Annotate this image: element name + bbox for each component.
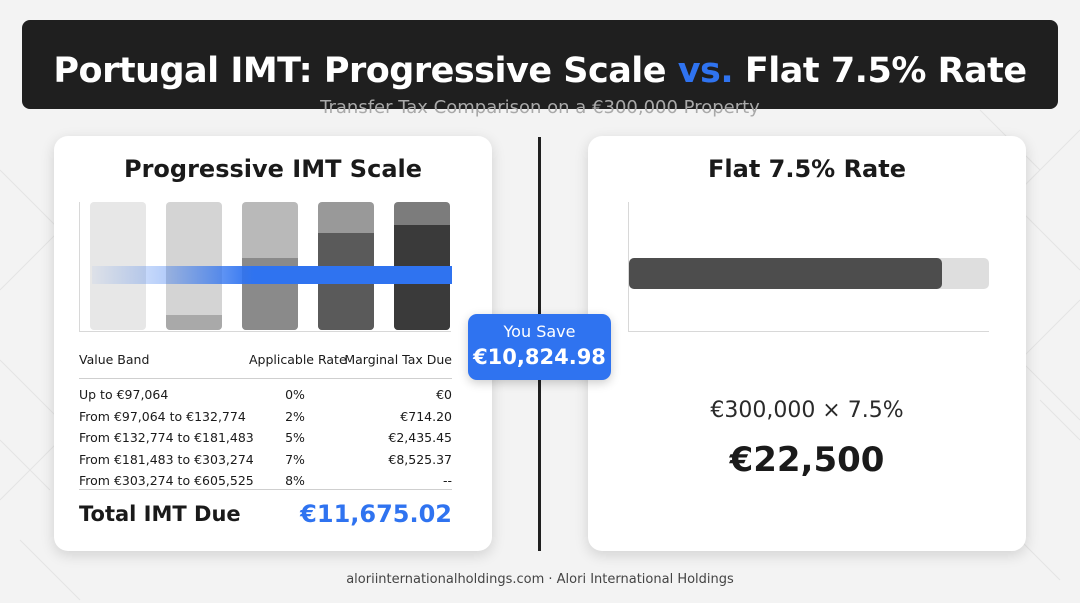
total-label: Total IMT Due	[79, 502, 241, 526]
flat-bar-track	[629, 258, 989, 289]
table-row: From €303,274 to €605,525 8% --	[79, 470, 452, 492]
cell-tax: --	[442, 473, 452, 489]
cell-rate: 2%	[285, 408, 305, 424]
table-row: From €181,483 to €303,274 7% €8,525.37	[79, 449, 452, 471]
cell-band: From €303,274 to €605,525	[79, 473, 254, 489]
cell-tax: €2,435.45	[388, 430, 452, 446]
cell-band: From €181,483 to €303,274	[79, 451, 254, 467]
imt-table: Value Band Applicable Rate Marginal Tax …	[79, 352, 452, 492]
cell-rate: 0%	[285, 387, 305, 403]
cell-band: From €132,774 to €181,483	[79, 430, 254, 446]
cell-tax: €8,525.37	[388, 451, 452, 467]
title-accent: vs.	[677, 51, 734, 91]
cell-band: From €97,064 to €132,774	[79, 408, 246, 424]
flat-formula: €300,000 × 7.5%	[710, 398, 904, 423]
property-value-marker	[92, 266, 452, 284]
flat-bar-fill	[629, 258, 943, 289]
progressive-card-title: Progressive IMT Scale	[123, 155, 423, 183]
table-row: From €97,064 to €132,774 2% €714.20	[79, 406, 452, 428]
title-part-1: Portugal IMT: Progressive Scale	[53, 51, 667, 91]
cell-rate: 5%	[285, 430, 305, 446]
header-tax-due: Marginal Tax Due	[344, 352, 452, 367]
flat-rate-card: Flat 7.5% Rate €300,000 × 7.5% €22,500	[588, 136, 1026, 551]
title-part-2: Flat 7.5% Rate	[744, 51, 1027, 91]
header-banner: Portugal IMT: Progressive Scale vs. Flat…	[22, 20, 1058, 118]
cell-tax: €714.20	[400, 408, 452, 424]
flat-bar-area	[628, 202, 989, 332]
total-divider	[79, 489, 452, 490]
flat-card-title: Flat 7.5% Rate	[708, 155, 906, 183]
header-value-band: Value Band	[79, 352, 150, 367]
cell-tax: €0	[436, 387, 452, 403]
header-rate: Applicable Rate	[249, 352, 347, 367]
table-row: Up to €97,064 0% €0	[79, 384, 452, 406]
savings-value: €10,824.98	[473, 345, 606, 369]
band-bar-fill	[166, 314, 222, 330]
savings-badge: You Save €10,824.98	[468, 314, 611, 380]
page-title: Portugal IMT: Progressive Scale vs. Flat…	[22, 48, 1058, 94]
footer-credit: aloriinternationalholdings.com · Alori I…	[346, 572, 734, 587]
table-row: From €132,774 to €181,483 5% €2,435.45	[79, 427, 452, 449]
table-header: Value Band Applicable Rate Marginal Tax …	[79, 352, 452, 379]
savings-label: You Save	[503, 322, 576, 341]
progressive-card: Progressive IMT Scale Value Band Applica…	[54, 136, 492, 551]
flat-result: €22,500	[729, 440, 885, 480]
cell-rate: 7%	[285, 451, 305, 467]
page-subtitle: Transfer Tax Comparison on a €300,000 Pr…	[320, 97, 760, 118]
cell-band: Up to €97,064	[79, 387, 169, 403]
total-value: €11,675.02	[300, 500, 452, 528]
progressive-bars	[79, 202, 452, 332]
cell-rate: 8%	[285, 473, 305, 489]
